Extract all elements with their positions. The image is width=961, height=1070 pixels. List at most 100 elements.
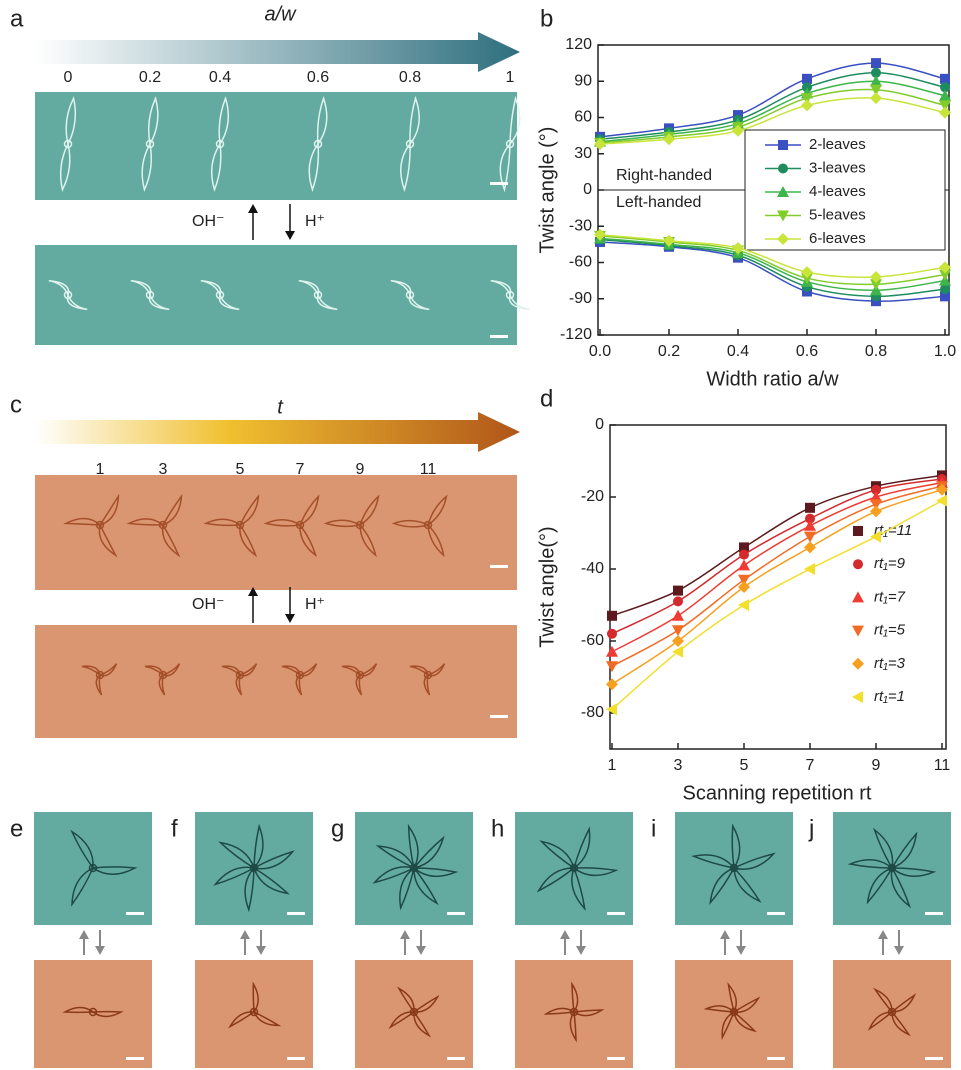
petal xyxy=(148,292,170,311)
marker xyxy=(672,625,684,637)
petal xyxy=(490,279,512,298)
legend-label: 4-leaves xyxy=(809,183,866,200)
center xyxy=(423,670,433,680)
petal xyxy=(426,494,448,527)
marker xyxy=(871,484,881,495)
petal xyxy=(571,865,586,911)
fit-line xyxy=(599,235,946,286)
x-axis-label: Scanning repetition rt xyxy=(682,782,871,804)
center xyxy=(249,863,259,873)
scale-bar xyxy=(607,912,625,915)
arrow-head xyxy=(878,930,888,939)
y-tick-label: 0 xyxy=(583,181,592,198)
gradient-arrow xyxy=(35,32,520,72)
x-tick-label: 5 xyxy=(740,757,749,774)
petal xyxy=(543,1007,577,1015)
annotation: Left-handed xyxy=(616,194,701,211)
gradient-tick: 3 xyxy=(159,461,168,478)
marker xyxy=(801,266,813,279)
marker xyxy=(939,106,951,119)
scale-bar xyxy=(126,1057,144,1060)
arrow-head xyxy=(285,614,295,623)
petal xyxy=(423,673,431,696)
petal xyxy=(97,663,118,677)
marker xyxy=(672,645,683,658)
center xyxy=(355,670,365,680)
gradient-title: a/w xyxy=(264,3,297,25)
marker xyxy=(606,678,618,691)
marker xyxy=(594,228,606,241)
x-tick-label: 11 xyxy=(934,757,951,774)
petal xyxy=(81,665,102,677)
scale-bar xyxy=(925,912,943,915)
marker xyxy=(606,703,617,716)
marker xyxy=(672,635,684,647)
petal xyxy=(539,840,576,870)
petal xyxy=(235,673,243,696)
center xyxy=(95,670,105,680)
arrow-head xyxy=(248,587,258,596)
y-tick-label: -40 xyxy=(581,560,604,577)
marker xyxy=(606,661,618,673)
petal xyxy=(213,866,257,886)
marker xyxy=(939,89,951,101)
marker xyxy=(673,585,683,596)
marker xyxy=(738,599,749,611)
petal xyxy=(508,292,530,311)
panel-label: d xyxy=(540,385,553,412)
x-tick-label: 0.8 xyxy=(865,343,887,360)
marker xyxy=(870,530,881,543)
marker xyxy=(777,233,789,245)
center xyxy=(249,1007,259,1017)
petal xyxy=(126,518,166,526)
fit-line xyxy=(611,499,943,710)
petal xyxy=(63,517,103,526)
x-tick-label: 3 xyxy=(674,757,683,774)
y-tick-label: 60 xyxy=(574,109,592,126)
gradient-tick: 1 xyxy=(96,461,105,478)
petal xyxy=(408,292,430,311)
center xyxy=(235,520,245,530)
petal xyxy=(571,981,579,1015)
marker xyxy=(852,691,863,703)
arrow-head xyxy=(240,930,250,939)
petal xyxy=(372,866,417,884)
petal xyxy=(407,823,419,871)
marker xyxy=(778,140,788,150)
petal xyxy=(210,141,222,192)
marker xyxy=(802,73,812,84)
petal xyxy=(709,866,736,906)
y-tick-label: -80 xyxy=(581,704,604,721)
annotation: Right-handed xyxy=(616,167,712,184)
petal xyxy=(889,993,917,1013)
marker xyxy=(870,505,882,518)
fit-line xyxy=(599,241,946,302)
scale-bar xyxy=(925,1057,943,1060)
marker xyxy=(870,75,882,87)
petal xyxy=(218,96,230,147)
petal xyxy=(571,1009,605,1017)
legend-label: rt₁=7 xyxy=(874,588,906,605)
center xyxy=(235,670,245,680)
petal xyxy=(281,665,302,677)
scale-bar xyxy=(447,1057,465,1060)
fit-line xyxy=(599,233,946,279)
scale-bar xyxy=(767,1057,785,1060)
panel-label: j xyxy=(808,815,814,842)
marker xyxy=(732,124,744,137)
petal xyxy=(890,865,911,909)
center xyxy=(63,290,73,300)
petal xyxy=(889,867,937,877)
petal xyxy=(308,141,320,192)
scale-bar xyxy=(490,715,508,718)
scale-bar xyxy=(490,335,508,338)
y-tick-label: 120 xyxy=(565,36,592,53)
arrow-head xyxy=(736,946,746,955)
marker xyxy=(594,138,606,151)
petal xyxy=(298,494,320,527)
micrograph xyxy=(35,245,517,345)
petal xyxy=(866,866,894,905)
marker xyxy=(870,271,882,283)
scale-bar xyxy=(767,912,785,915)
center xyxy=(145,139,155,149)
